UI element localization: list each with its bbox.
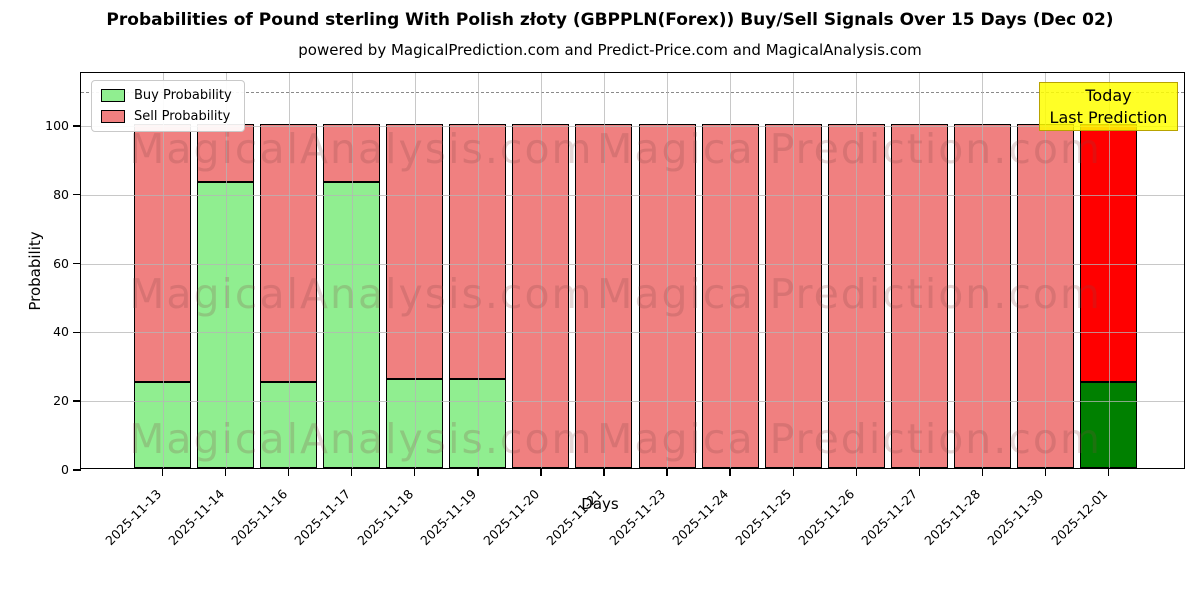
- x-tick: [161, 468, 164, 476]
- y-tick-label: 60: [53, 255, 69, 271]
- x-tick: [224, 468, 227, 476]
- chart-subtitle: powered by MagicalPrediction.com and Pre…: [298, 41, 922, 59]
- v-gridline: [730, 73, 732, 468]
- y-tick-label: 40: [53, 324, 69, 340]
- h-gridline: [81, 332, 1184, 334]
- x-tick: [981, 468, 984, 476]
- y-axis-label: Probability: [26, 230, 44, 311]
- legend: Buy Probability Sell Probability: [91, 80, 245, 132]
- v-gridline: [603, 73, 605, 468]
- x-tick: [729, 468, 731, 476]
- h-gridline: [81, 125, 1184, 127]
- x-axis-label: Days: [581, 495, 619, 513]
- today-annotation-line1: Today: [1085, 85, 1132, 105]
- y-tick-label: 80: [53, 186, 69, 202]
- chart-title: Probabilities of Pound sterling With Pol…: [106, 10, 1114, 30]
- v-gridline: [162, 73, 164, 468]
- x-tick: [1044, 468, 1047, 476]
- sell-swatch-icon: [101, 110, 125, 123]
- y-tick: [73, 331, 81, 334]
- x-tick: [603, 468, 605, 476]
- v-gridline: [982, 73, 984, 468]
- v-gridline: [540, 73, 542, 468]
- h-gridline: [81, 194, 1184, 196]
- y-tick: [73, 469, 81, 471]
- v-gridline: [1108, 73, 1110, 468]
- x-tick: [287, 468, 290, 476]
- x-tick: [1107, 468, 1110, 476]
- x-tick: [666, 468, 668, 476]
- x-tick: [414, 468, 416, 476]
- v-gridline: [667, 73, 669, 468]
- y-tick-label: 20: [53, 393, 69, 409]
- x-tick: [918, 468, 921, 476]
- v-gridline: [919, 73, 921, 468]
- x-tick: [792, 468, 794, 476]
- x-tick: [855, 468, 857, 476]
- buy-swatch-icon: [101, 89, 125, 102]
- y-tick-label: 100: [45, 117, 69, 133]
- y-tick: [73, 125, 81, 127]
- v-gridline: [856, 73, 858, 468]
- v-gridline: [1045, 73, 1047, 468]
- v-gridline: [288, 73, 290, 468]
- v-gridline: [793, 73, 795, 468]
- y-tick: [73, 194, 81, 196]
- y-tick: [73, 262, 81, 265]
- x-tick: [477, 468, 479, 476]
- threshold-dashed-line: [81, 91, 1184, 93]
- y-tick-label: 0: [61, 462, 69, 477]
- legend-label-buy: Buy Probability: [134, 88, 232, 103]
- h-gridline: [81, 401, 1184, 403]
- v-gridline: [351, 73, 353, 468]
- legend-item-buy: Buy Probability: [101, 88, 232, 103]
- v-gridline: [225, 73, 227, 468]
- v-gridline: [477, 73, 479, 468]
- x-tick: [540, 468, 542, 476]
- legend-label-sell: Sell Probability: [134, 109, 231, 124]
- x-tick: [351, 468, 353, 476]
- v-gridline: [414, 73, 416, 468]
- today-annotation-line2: Last Prediction: [1049, 107, 1168, 127]
- plot-area: MagicalAnalysis.com Magica Prediction.com…: [26, 72, 1185, 548]
- legend-item-sell: Sell Probability: [101, 109, 232, 124]
- y-tick: [73, 400, 81, 402]
- h-gridline: [81, 263, 1184, 265]
- today-annotation: Today Last Prediction: [1039, 82, 1178, 131]
